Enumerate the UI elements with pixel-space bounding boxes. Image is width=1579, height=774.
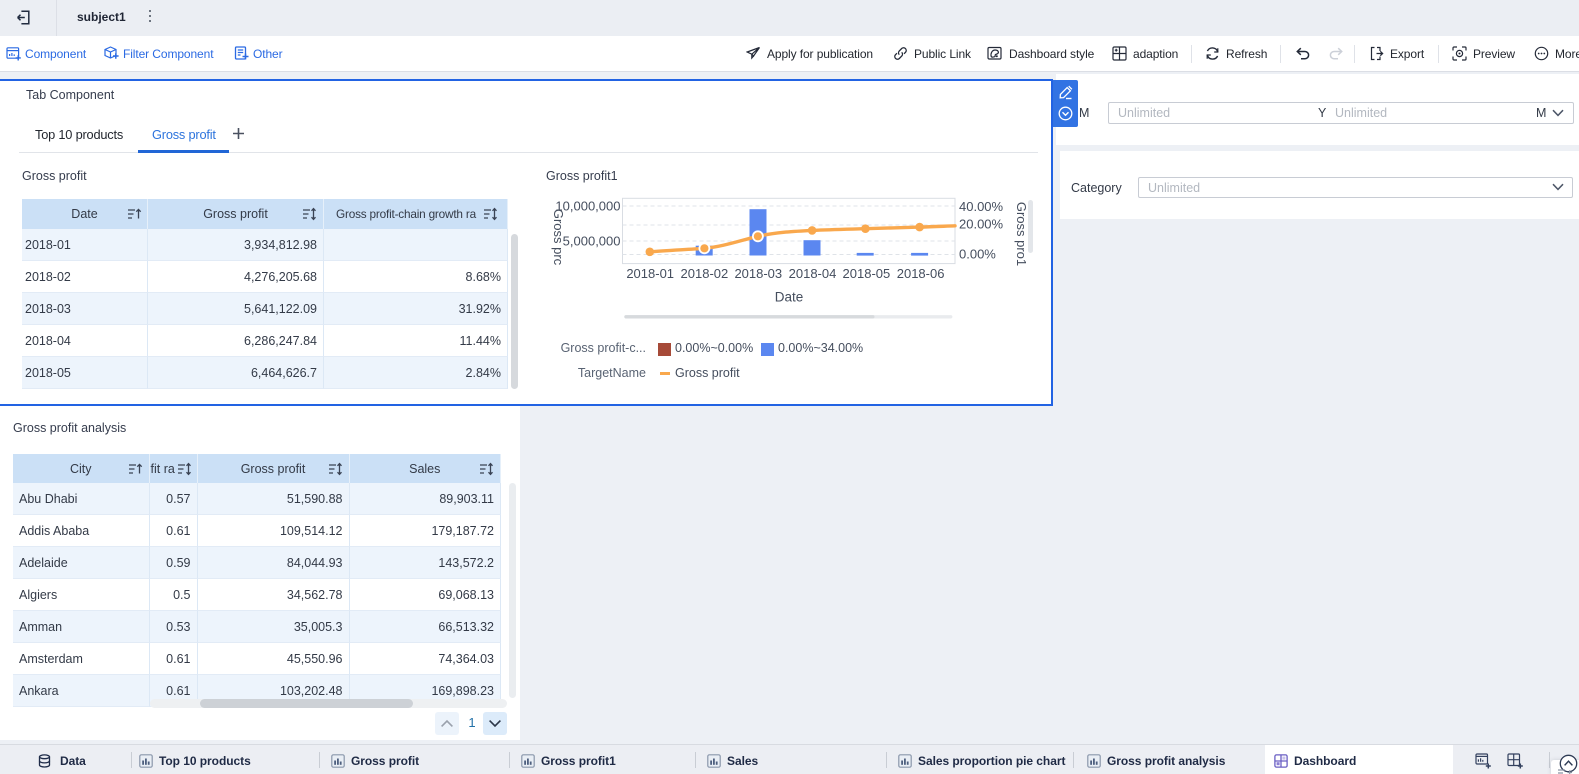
svg-text:2018-01: 2018-01 bbox=[626, 266, 674, 281]
svg-text:40.00%: 40.00% bbox=[959, 199, 1004, 214]
svg-text:Gross pro​1: Gross pro​1 bbox=[1014, 202, 1029, 266]
svg-text:10,000,000: 10,000,000 bbox=[555, 199, 620, 214]
svg-text:2018-06: 2018-06 bbox=[897, 266, 945, 281]
svg-text:20.00%: 20.00% bbox=[959, 216, 1004, 231]
svg-text:Date: Date bbox=[775, 290, 804, 305]
svg-text:2018-05: 2018-05 bbox=[843, 266, 891, 281]
svg-text:2018-03: 2018-03 bbox=[734, 266, 782, 281]
svg-text:5,000,000: 5,000,000 bbox=[563, 234, 621, 249]
svg-text:2018-02: 2018-02 bbox=[681, 266, 729, 281]
svg-text:0.00%: 0.00% bbox=[959, 247, 996, 262]
svg-text:Gross prc: Gross prc bbox=[551, 209, 566, 266]
svg-text:2018-04: 2018-04 bbox=[789, 266, 837, 281]
